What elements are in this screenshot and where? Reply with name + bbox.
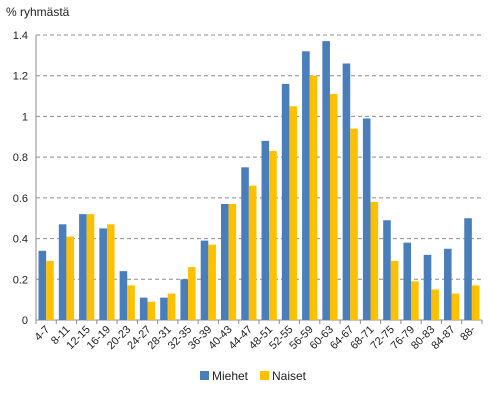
bar-naiset-24-27 — [147, 301, 156, 320]
bar-naiset-40-43 — [228, 203, 237, 320]
y-tick-label: 0.4 — [13, 234, 28, 246]
bar-naiset-68-71 — [370, 201, 379, 320]
y-axis-label: % ryhmästä — [6, 5, 70, 19]
bar-miehet-64-67 — [342, 63, 351, 320]
legend-swatch-naiset — [260, 371, 269, 380]
bar-naiset-88- — [471, 285, 480, 320]
bar-naiset-60-63 — [329, 94, 338, 320]
bar-naiset-44-47 — [248, 185, 257, 320]
y-tick-label: 1.4 — [13, 30, 28, 42]
bar-naiset-36-39 — [208, 244, 216, 320]
legend-label-naiset: Naiset — [272, 369, 307, 383]
bar-miehet-48-51 — [261, 140, 270, 320]
bar-naiset-16-19 — [106, 224, 115, 320]
bar-naiset-48-51 — [269, 151, 277, 320]
bar-naiset-64-67 — [350, 128, 358, 320]
y-tick-labels: 0 0.2 0.4 0.6 0.8 1 1.2 1.4 — [13, 30, 28, 327]
x-tick-label: 84-87 — [429, 324, 457, 352]
y-tick-label: 1.2 — [13, 71, 28, 83]
bar-naiset-52-55 — [289, 106, 298, 320]
bar-miehet-16-19 — [99, 228, 107, 320]
y-tick-label: 0.8 — [13, 152, 28, 164]
bar-miehet-56-59 — [302, 51, 310, 320]
bar-naiset-20-23 — [127, 285, 135, 320]
legend-swatch-miehet — [200, 371, 209, 380]
y-tick-label: 1 — [22, 111, 28, 123]
bar-miehet-84-87 — [443, 248, 452, 320]
bar-miehet-32-35 — [180, 279, 189, 320]
bar-miehet-40-43 — [220, 203, 229, 320]
bars — [38, 41, 480, 321]
bar-naiset-32-35 — [188, 267, 196, 320]
bar-miehet-68-71 — [362, 118, 371, 321]
bar-naiset-12-15 — [86, 214, 95, 320]
bar-naiset-84-87 — [451, 293, 460, 320]
x-tick-label: 88- — [458, 323, 478, 343]
y-tick-label: 0.2 — [13, 274, 28, 286]
x-tick-label: 4-7 — [33, 324, 53, 344]
bar-miehet-36-39 — [200, 240, 209, 320]
bar-miehet-88- — [464, 218, 472, 320]
bar-miehet-72-75 — [383, 220, 391, 320]
bar-naiset-76-79 — [411, 281, 419, 320]
bar-naiset-80-83 — [431, 289, 439, 320]
bar-miehet-20-23 — [119, 271, 128, 320]
y-tick-label: 0.6 — [13, 193, 28, 205]
bar-miehet-80-83 — [423, 254, 432, 320]
bar-miehet-76-79 — [403, 242, 412, 320]
bar-miehet-24-27 — [139, 297, 148, 320]
legend: Miehet Naiset — [200, 369, 307, 383]
bar-naiset-4-7 — [46, 260, 54, 320]
bar-miehet-60-63 — [322, 41, 330, 321]
bar-miehet-28-31 — [160, 297, 168, 320]
bar-miehet-4-7 — [38, 250, 47, 320]
bar-miehet-52-55 — [281, 83, 290, 320]
bar-naiset-56-59 — [309, 75, 318, 321]
bar-naiset-8-11 — [66, 236, 75, 320]
bar-miehet-44-47 — [241, 167, 249, 320]
y-tick-label: 0 — [22, 315, 28, 327]
bar-naiset-72-75 — [390, 260, 399, 320]
bar-naiset-28-31 — [167, 293, 176, 320]
bar-miehet-12-15 — [79, 214, 87, 320]
bar-miehet-8-11 — [58, 224, 67, 320]
legend-label-miehet: Miehet — [212, 369, 249, 383]
x-tick-labels: 4-78-1112-1516-1920-2324-2728-3132-3536-… — [33, 323, 479, 352]
